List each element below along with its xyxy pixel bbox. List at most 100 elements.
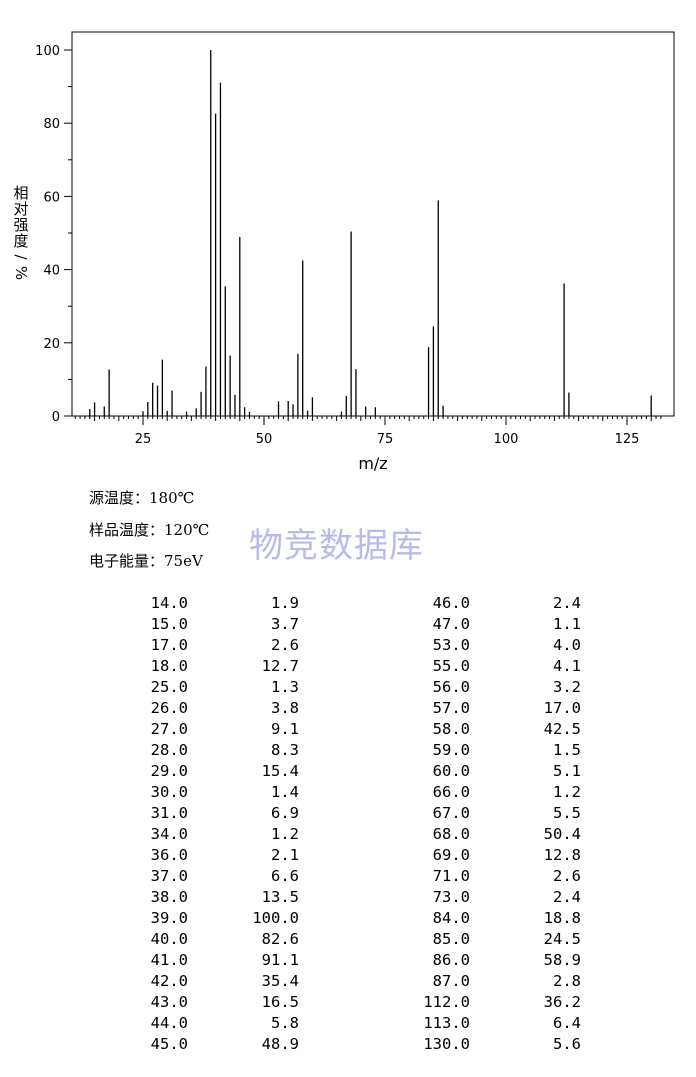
table-mz-cell: 17.0: [150, 636, 188, 654]
table-mz-cell: 26.0: [150, 699, 188, 717]
table-mz-cell: 85.0: [432, 930, 470, 948]
y-tick-label: 20: [43, 337, 60, 352]
table-intensity-cell: 2.6: [553, 867, 581, 885]
table-mz-cell: 15.0: [150, 615, 188, 633]
table-intensity-cell: 5.6: [553, 1035, 581, 1053]
y-tick-label: 100: [35, 44, 60, 59]
y-label-char: %: [12, 266, 30, 280]
table-intensity-cell: 1.5: [553, 741, 581, 759]
table-mz-cell: 14.0: [150, 594, 188, 612]
table-intensity-cell: 3.8: [271, 699, 299, 717]
x-axis-label: m/z: [358, 454, 387, 473]
table-intensity-cell: 35.4: [261, 972, 299, 990]
table-intensity-cell: 58.9: [543, 951, 581, 969]
x-major-ticks: 25 50 75 100 125: [135, 416, 640, 447]
table-intensity-cell: 1.3: [271, 678, 299, 696]
x-tick-label: 100: [494, 432, 519, 447]
table-mz-cell: 37.0: [150, 867, 188, 885]
table-intensity-cell: 42.5: [543, 720, 581, 738]
table-intensity-cell: 82.6: [261, 930, 299, 948]
y-label-char: /: [12, 254, 30, 260]
table-mz-cell: 67.0: [432, 804, 470, 822]
table-intensity-cell: 91.1: [261, 951, 299, 969]
table-intensity-cell: 6.4: [553, 1014, 581, 1032]
table-mz-cell: 34.0: [150, 825, 188, 843]
table-mz-cell: 113.0: [423, 1014, 470, 1032]
table-mz-cell: 36.0: [150, 846, 188, 864]
electron-energy: 电子能量：75eV: [89, 552, 203, 570]
table-intensity-cell: 18.8: [543, 909, 581, 927]
spectrum-bars: [89, 50, 652, 416]
table-intensity-cell: 15.4: [261, 762, 299, 780]
x-tick-label: 75: [377, 432, 394, 447]
table-mz-cell: 39.0: [150, 909, 188, 927]
table-mz-cell: 41.0: [150, 951, 188, 969]
table-mz-cell: 43.0: [150, 993, 188, 1011]
y-tick-label: 0: [52, 410, 60, 425]
y-label-char: 度: [13, 232, 28, 250]
y-tick-label: 60: [43, 190, 60, 205]
table-mz-cell: 53.0: [432, 636, 470, 654]
table-intensity-cell: 5.1: [553, 762, 581, 780]
table-mz-cell: 47.0: [432, 615, 470, 633]
table-intensity-cell: 16.5: [261, 993, 299, 1011]
table-mz-cell: 55.0: [432, 657, 470, 675]
table-intensity-cell: 3.7: [271, 615, 299, 633]
table-mz-cell: 42.0: [150, 972, 188, 990]
watermark: 物竞数据库: [249, 526, 424, 566]
table-mz-cell: 60.0: [432, 762, 470, 780]
table-intensity-cell: 1.9: [271, 594, 299, 612]
table-intensity-cell: 5.5: [553, 804, 581, 822]
table-intensity-cell: 1.1: [553, 615, 581, 633]
table-mz-cell: 71.0: [432, 867, 470, 885]
table-mz-cell: 29.0: [150, 762, 188, 780]
table-intensity-cell: 5.8: [271, 1014, 299, 1032]
sample-temperature: 样品温度：120℃: [89, 521, 210, 539]
source-temperature: 源温度：180℃: [89, 489, 195, 507]
table-intensity-cell: 1.2: [553, 783, 581, 801]
table-intensity-cell: 1.4: [271, 783, 299, 801]
table-mz-cell: 46.0: [432, 594, 470, 612]
x-minor-ticks: [74, 416, 662, 421]
table-mz-cell: 45.0: [150, 1035, 188, 1053]
table-intensity-cell: 17.0: [543, 699, 581, 717]
table-mz-cell: 25.0: [150, 678, 188, 696]
table-intensity-cell: 12.7: [261, 657, 299, 675]
table-mz-cell: 69.0: [432, 846, 470, 864]
y-label-char: 强: [13, 216, 28, 234]
y-ticks: 0 20 40 60 80 100: [35, 44, 72, 425]
table-intensity-cell: 3.2: [553, 678, 581, 696]
table-intensity-cell: 50.4: [543, 825, 581, 843]
table-mz-cell: 58.0: [432, 720, 470, 738]
table-intensity-cell: 36.2: [543, 993, 581, 1011]
table-intensity-cell: 2.1: [271, 846, 299, 864]
table-intensity-cell: 12.8: [543, 846, 581, 864]
table-mz-cell: 44.0: [150, 1014, 188, 1032]
table-mz-cell: 73.0: [432, 888, 470, 906]
table-mz-cell: 38.0: [150, 888, 188, 906]
table-mz-cell: 40.0: [150, 930, 188, 948]
table-intensity-cell: 4.0: [553, 636, 581, 654]
table-intensity-cell: 2.4: [553, 594, 581, 612]
table-mz-cell: 66.0: [432, 783, 470, 801]
y-tick-label: 80: [43, 117, 60, 132]
y-label-char: 对: [13, 200, 28, 218]
table-mz-cell: 18.0: [150, 657, 188, 675]
table-intensity-cell: 8.3: [271, 741, 299, 759]
table-intensity-cell: 1.2: [271, 825, 299, 843]
y-label-char: 相: [13, 184, 28, 202]
table-mz-cell: 31.0: [150, 804, 188, 822]
table-mz-cell: 112.0: [423, 993, 470, 1011]
table-mz-cell: 27.0: [150, 720, 188, 738]
x-tick-label: 125: [615, 432, 640, 447]
y-tick-label: 40: [43, 264, 60, 279]
table-intensity-cell: 2.8: [553, 972, 581, 990]
table-mz-cell: 130.0: [423, 1035, 470, 1053]
x-tick-label: 50: [256, 432, 273, 447]
table-mz-cell: 28.0: [150, 741, 188, 759]
table-mz-cell: 68.0: [432, 825, 470, 843]
table-intensity-cell: 2.4: [553, 888, 581, 906]
table-mz-cell: 59.0: [432, 741, 470, 759]
